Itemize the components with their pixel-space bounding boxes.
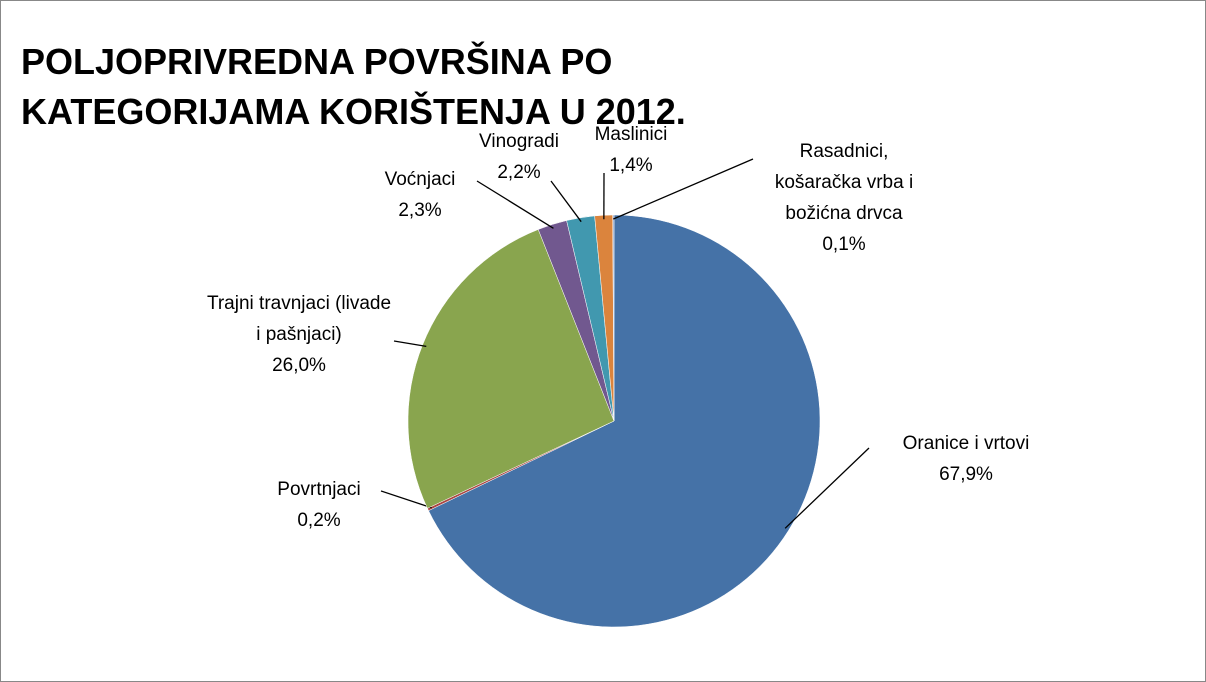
- slice-name: Trajni travnjaci (livade i pašnjaci): [206, 293, 392, 345]
- slice-label: Rasadnici, košaračka vrba i božićna drvc…: [757, 136, 932, 260]
- slice-name: Povrtnjaci: [277, 479, 361, 500]
- slice-label: Voćnjaci 2,3%: [360, 164, 480, 226]
- slice-value: 2,3%: [398, 200, 442, 221]
- slice-name: Vinogradi: [479, 131, 559, 152]
- chart-title: POLJOPRIVREDNA POVRŠINA PO KATEGORIJAMA …: [21, 41, 686, 132]
- slice-label: Oranice i vrtovi 67,9%: [866, 428, 1066, 490]
- pie-slice: [612, 214, 615, 422]
- slice-label: Maslinici 1,4%: [571, 119, 691, 181]
- leader-line: [393, 340, 427, 348]
- leader-line: [613, 158, 754, 220]
- slice-value: 1,4%: [609, 155, 653, 176]
- slice-label: Trajni travnjaci (livade i pašnjaci) 26,0…: [204, 288, 394, 381]
- leader-line: [550, 180, 582, 223]
- pie-slice: [428, 214, 821, 628]
- leader-line: [380, 490, 432, 509]
- slice-value: 67,9%: [939, 464, 993, 485]
- slice-value: 2,2%: [497, 162, 541, 183]
- slice-name: Rasadnici, košaračka vrba i božićna drvc…: [774, 141, 914, 224]
- slice-value: 0,2%: [297, 510, 341, 531]
- slice-name: Voćnjaci: [384, 169, 456, 190]
- slice-label: Vinogradi 2,2%: [459, 126, 579, 188]
- slice-name: Maslinici: [594, 124, 668, 145]
- leader-line: [784, 447, 870, 529]
- slice-name: Oranice i vrtovi: [902, 433, 1030, 454]
- slice-value: 0,1%: [822, 234, 866, 255]
- slice-label: Povrtnjaci 0,2%: [239, 474, 399, 536]
- pie-slice: [407, 229, 615, 509]
- leader-line: [476, 180, 554, 229]
- slice-value: 26,0%: [272, 355, 326, 376]
